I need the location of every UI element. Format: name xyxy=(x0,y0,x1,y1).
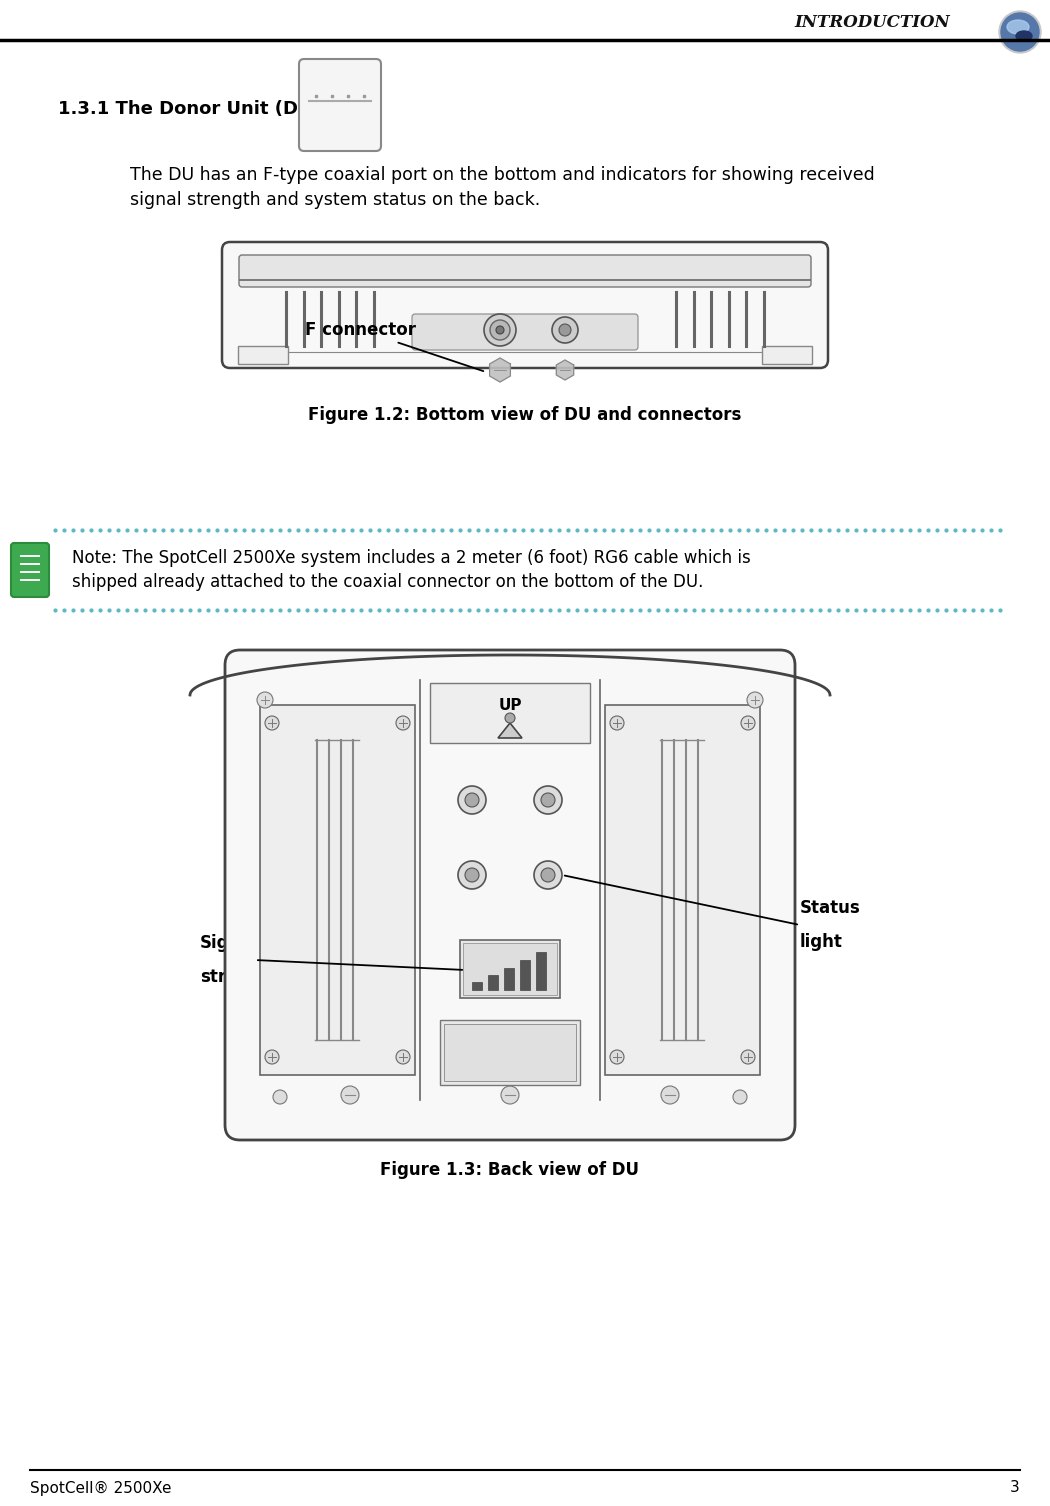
Circle shape xyxy=(534,786,562,815)
Circle shape xyxy=(741,715,755,730)
Text: strength: strength xyxy=(200,968,281,986)
Circle shape xyxy=(265,715,279,730)
Bar xyxy=(460,940,560,998)
Circle shape xyxy=(458,861,486,889)
Circle shape xyxy=(559,324,571,336)
Text: F connector: F connector xyxy=(304,321,483,370)
Circle shape xyxy=(273,1090,287,1104)
Circle shape xyxy=(505,712,514,723)
Bar xyxy=(260,705,415,1075)
Circle shape xyxy=(490,319,510,340)
Text: light: light xyxy=(800,934,843,950)
Polygon shape xyxy=(498,723,522,738)
Circle shape xyxy=(484,313,516,346)
Text: Figure 1.3: Back view of DU: Figure 1.3: Back view of DU xyxy=(380,1161,639,1179)
Text: Status: Status xyxy=(800,899,861,917)
Text: shipped already attached to the coaxial connector on the bottom of the DU.: shipped already attached to the coaxial … xyxy=(72,572,704,590)
FancyBboxPatch shape xyxy=(412,313,638,349)
Ellipse shape xyxy=(1001,14,1040,51)
FancyBboxPatch shape xyxy=(10,544,49,596)
Circle shape xyxy=(541,794,555,807)
Text: INTRODUCTION: INTRODUCTION xyxy=(794,14,950,30)
Bar xyxy=(605,705,760,1075)
Bar xyxy=(488,974,498,989)
Circle shape xyxy=(747,691,763,708)
Circle shape xyxy=(465,794,479,807)
Polygon shape xyxy=(489,358,510,383)
Bar xyxy=(520,959,530,989)
Bar xyxy=(238,346,288,364)
Circle shape xyxy=(465,867,479,883)
Text: Figure 1.2: Bottom view of DU and connectors: Figure 1.2: Bottom view of DU and connec… xyxy=(309,407,741,425)
Text: The DU has an F-type coaxial port on the bottom and indicators for showing recei: The DU has an F-type coaxial port on the… xyxy=(130,166,875,184)
Circle shape xyxy=(733,1090,747,1104)
Text: UP: UP xyxy=(499,697,522,712)
Circle shape xyxy=(396,715,410,730)
Circle shape xyxy=(662,1086,679,1104)
Bar xyxy=(430,684,590,742)
Bar xyxy=(472,982,482,989)
Text: 3: 3 xyxy=(1010,1480,1020,1495)
Bar xyxy=(463,943,556,995)
Circle shape xyxy=(552,316,578,343)
Ellipse shape xyxy=(1007,20,1029,35)
Circle shape xyxy=(534,861,562,889)
Circle shape xyxy=(265,1050,279,1065)
Circle shape xyxy=(501,1086,519,1104)
Circle shape xyxy=(396,1050,410,1065)
Circle shape xyxy=(610,1050,624,1065)
Circle shape xyxy=(741,1050,755,1065)
Bar xyxy=(504,968,514,989)
FancyBboxPatch shape xyxy=(299,59,381,151)
FancyBboxPatch shape xyxy=(222,242,828,367)
Text: SpotCell® 2500Xe: SpotCell® 2500Xe xyxy=(30,1480,171,1495)
Bar xyxy=(536,952,546,989)
Bar xyxy=(762,346,812,364)
Bar xyxy=(440,1020,580,1084)
FancyBboxPatch shape xyxy=(225,651,795,1140)
Text: signal strength and system status on the back.: signal strength and system status on the… xyxy=(130,191,541,209)
Ellipse shape xyxy=(1016,32,1032,41)
Circle shape xyxy=(341,1086,359,1104)
Text: Signal: Signal xyxy=(200,934,258,952)
Circle shape xyxy=(496,325,504,334)
Circle shape xyxy=(541,867,555,883)
Circle shape xyxy=(610,715,624,730)
Text: 1.3.1 The Donor Unit (DU): 1.3.1 The Donor Unit (DU) xyxy=(58,99,320,117)
Text: Note: The SpotCell 2500Xe system includes a 2 meter (6 foot) RG6 cable which is: Note: The SpotCell 2500Xe system include… xyxy=(72,550,751,566)
Ellipse shape xyxy=(999,11,1041,53)
Bar xyxy=(444,1024,576,1081)
Circle shape xyxy=(257,691,273,708)
FancyBboxPatch shape xyxy=(239,255,811,288)
Circle shape xyxy=(458,786,486,815)
Polygon shape xyxy=(556,360,573,380)
